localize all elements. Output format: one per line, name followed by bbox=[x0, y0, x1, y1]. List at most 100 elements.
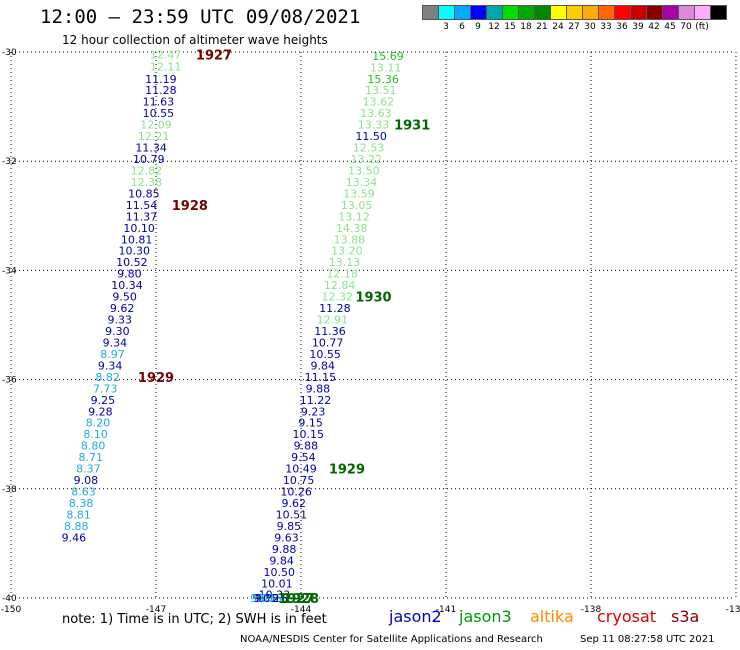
wave-height-label: 13.33 bbox=[358, 119, 390, 132]
wave-height-label: 15.69 bbox=[372, 50, 404, 63]
wave-height-label: 9.54 bbox=[291, 451, 316, 464]
wave-height-label: 10.10 bbox=[123, 222, 155, 235]
wave-height-label: 13.59 bbox=[343, 187, 375, 200]
wave-height-label: 12.38 bbox=[131, 176, 163, 189]
wave-height-label: 10.50 bbox=[264, 566, 296, 579]
satellite-altika: altika bbox=[530, 607, 574, 626]
wave-height-label: 9.01 bbox=[253, 592, 278, 605]
wave-height-label: 13.34 bbox=[346, 176, 378, 189]
wave-height-label: 9.25 bbox=[91, 394, 116, 407]
color-scale-label: 70 bbox=[680, 22, 692, 32]
x-tick-label: -147 bbox=[146, 605, 166, 615]
wave-height-label: 9.63 bbox=[274, 531, 299, 544]
wave-height-label: 13.22 bbox=[351, 153, 383, 166]
wave-height-label: 11.34 bbox=[135, 142, 167, 155]
wave-height-label: 8.38 bbox=[69, 497, 94, 510]
color-scale-label: 3 bbox=[443, 22, 449, 32]
wave-height-label: 9.34 bbox=[103, 336, 128, 349]
pass-time-label: 1931 bbox=[394, 119, 430, 134]
wave-height-label: 10.85 bbox=[128, 187, 160, 200]
wave-height-label: 10.15 bbox=[293, 428, 325, 441]
wave-height-label: 8.80 bbox=[81, 440, 106, 453]
wave-height-label: 11.28 bbox=[145, 84, 177, 97]
wave-height-label: 9.15 bbox=[298, 417, 323, 430]
wave-height-label: 11.54 bbox=[126, 199, 158, 212]
satellite-s3a: s3a bbox=[671, 607, 700, 626]
pass-time-label: 1927 bbox=[196, 49, 232, 64]
wave-height-label: 9.88 bbox=[272, 543, 297, 556]
wave-height-label: 9.33 bbox=[108, 314, 133, 327]
wave-height-label: 8.88 bbox=[64, 520, 89, 533]
wave-height-label: 13.51 bbox=[365, 84, 397, 97]
wave-height-label: 13.63 bbox=[360, 107, 392, 120]
wave-height-label: 9.23 bbox=[301, 405, 326, 418]
wave-height-label: 10.77 bbox=[312, 336, 344, 349]
generated-timestamp: Sep 11 08:27:58 UTC 2021 bbox=[580, 634, 715, 645]
wave-height-label: 9.08 bbox=[74, 474, 99, 487]
wave-height-label: 15.36 bbox=[367, 73, 399, 86]
color-scale-label: (ft) bbox=[695, 22, 709, 32]
y-tick-label: -32 bbox=[2, 157, 17, 167]
wave-height-label: 12.91 bbox=[317, 314, 349, 327]
color-scale-label: 18 bbox=[520, 22, 532, 32]
pass-time-label: 1929 bbox=[138, 371, 174, 386]
wave-height-label: 8.97 bbox=[100, 348, 125, 361]
wave-height-label: 13.88 bbox=[334, 233, 366, 246]
wave-height-label: 10.49 bbox=[285, 463, 317, 476]
color-scale-label: 21 bbox=[536, 22, 548, 32]
wave-height-label: 12.32 bbox=[322, 291, 354, 304]
pass-time-label: 1929 bbox=[329, 463, 365, 478]
x-tick-label: -138 bbox=[581, 605, 602, 615]
color-scale-label: 42 bbox=[648, 22, 660, 32]
pass-time-label: 1927 bbox=[278, 592, 314, 607]
satellite-jason3: jason3 bbox=[459, 607, 512, 626]
wave-height-label: 9.50 bbox=[112, 291, 137, 304]
wave-height-label: 13.50 bbox=[348, 164, 380, 177]
satellite-jason2: jason2 bbox=[389, 607, 442, 626]
wave-height-label: 10.33 bbox=[259, 589, 291, 602]
wave-height-label: 9.46 bbox=[62, 531, 87, 544]
wave-height-label: 8.63 bbox=[71, 486, 96, 499]
pass-time-label: 1928 bbox=[283, 592, 319, 607]
wave-height-label: 12.18 bbox=[326, 268, 358, 281]
color-scale-label: 39 bbox=[632, 22, 644, 32]
wave-height-label: 7.73 bbox=[93, 382, 118, 395]
wave-height-label: 11.36 bbox=[314, 325, 346, 338]
wave-height-label: 9.84 bbox=[311, 359, 336, 372]
wave-height-label: 13.62 bbox=[363, 96, 395, 109]
wave-height-label: 9.84 bbox=[269, 554, 294, 567]
wave-height-label: 9.62 bbox=[282, 497, 307, 510]
color-scale-label: 24 bbox=[552, 22, 564, 32]
y-tick-label: -40 bbox=[2, 594, 17, 604]
wave-height-label: 8.81 bbox=[66, 508, 91, 521]
wave-height-label: 8.10 bbox=[83, 428, 108, 441]
wave-height-label: 9.34 bbox=[98, 359, 123, 372]
color-scale-label: 9 bbox=[475, 22, 481, 32]
wave-height-label: 11.37 bbox=[126, 210, 158, 223]
wave-height-label: 10.52 bbox=[116, 256, 148, 269]
wave-height-label: 11.50 bbox=[355, 130, 387, 143]
color-scale-label: 6 bbox=[459, 22, 465, 32]
wave-height-label: 13.12 bbox=[338, 210, 370, 223]
x-tick-label: -135 bbox=[726, 605, 740, 615]
wave-height-label: 10.81 bbox=[121, 233, 153, 246]
wave-height-label: 10.34 bbox=[111, 279, 143, 292]
pass-time-label: 1930 bbox=[355, 291, 391, 306]
wave-height-label: 10.51 bbox=[276, 508, 308, 521]
wave-height-label: 10.30 bbox=[119, 245, 151, 258]
wave-height-label: 9.88 bbox=[306, 382, 331, 395]
wave-height-label: 10.26 bbox=[280, 486, 312, 499]
x-tick-label: -150 bbox=[1, 605, 22, 615]
wave-height-label: 13.20 bbox=[331, 245, 363, 258]
color-scale-label: 27 bbox=[568, 22, 580, 32]
color-scale-label: 15 bbox=[504, 22, 516, 32]
wave-height-label: 8.37 bbox=[76, 463, 101, 476]
wave-height-label: 11.19 bbox=[145, 73, 177, 86]
wave-height-label: 13.05 bbox=[341, 199, 373, 212]
wave-height-label: 10.55 bbox=[309, 348, 341, 361]
wave-height-label: 11.15 bbox=[305, 371, 337, 384]
wave-height-label: 10.16 bbox=[256, 592, 288, 605]
color-scale-label: 36 bbox=[616, 22, 628, 32]
wave-height-label: 13.11 bbox=[370, 61, 402, 74]
wave-height-label: 11.63 bbox=[143, 96, 175, 109]
